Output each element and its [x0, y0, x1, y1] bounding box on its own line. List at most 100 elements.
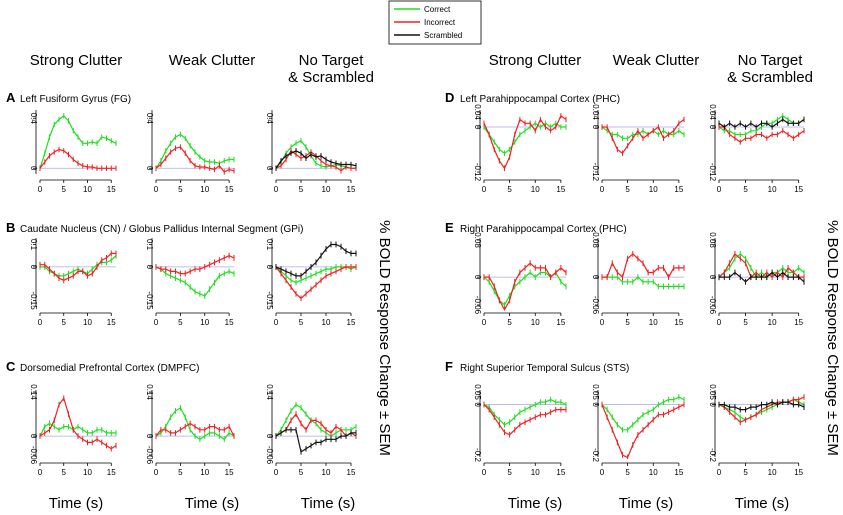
y-tick-label: 0.14 — [29, 384, 38, 400]
series-incorrect — [601, 116, 685, 156]
panel-title: Left Parahippocampal Cortex (PHC) — [460, 94, 620, 105]
y-tick-label: 0.08 — [591, 232, 600, 248]
y-tick-label: 0 — [145, 434, 154, 439]
series-incorrect — [483, 401, 567, 438]
x-tick-label: 10 — [322, 185, 331, 194]
y-tick-label: -0.06 — [473, 296, 482, 315]
x-tick-label: 5 — [743, 318, 748, 327]
x-tick-label: 0 — [482, 468, 487, 477]
series-scrambled — [718, 399, 805, 413]
y-tick-label: 0.05 — [473, 384, 482, 400]
x-tick-label: 10 — [83, 318, 92, 327]
y-tick-label: 0.04 — [708, 104, 717, 120]
x-tick-label: 10 — [83, 185, 92, 194]
x-tick-label: 5 — [62, 468, 67, 477]
series-correct — [155, 404, 235, 443]
plot-panel: 0.080-0.060 5 10 15 — [591, 232, 685, 327]
x-tick-label: 5 — [299, 318, 304, 327]
panel-letter: B — [6, 220, 15, 235]
plot-panel: 0.040-0.120 5 10 15 — [473, 104, 567, 194]
x-tick-label: 5 — [299, 185, 304, 194]
col-header-weak-right: Weak Clutter — [613, 52, 699, 69]
chart-panels: A Left Fusiform Gyrus (FG)00.40 5 10 1500.40… — [6, 90, 805, 477]
plot-panel: 0.050-0.20 5 10 15 — [473, 384, 567, 477]
series-line — [39, 114, 117, 169]
x-tick-label: 5 — [62, 185, 67, 194]
y-tick-label: 0.04 — [591, 104, 600, 120]
x-tick-label: 15 — [347, 185, 356, 194]
x-tick-label: 10 — [531, 185, 540, 194]
x-tick-label: 15 — [674, 185, 683, 194]
x-tick-label: 10 — [768, 468, 777, 477]
series-correct — [39, 252, 117, 279]
x-axis-label: Time (s) — [185, 495, 239, 512]
x-tick-label: 5 — [507, 318, 512, 327]
y-tick-label: 0.08 — [708, 232, 717, 248]
y-tick-label: 0 — [29, 265, 38, 270]
series-incorrect — [718, 394, 805, 426]
x-tick-label: 10 — [83, 468, 92, 477]
x-tick-label: 10 — [531, 468, 540, 477]
x-tick-label: 15 — [674, 468, 683, 477]
series-scrambled — [275, 241, 357, 279]
x-tick-label: 5 — [507, 468, 512, 477]
panel-letter: A — [6, 90, 16, 105]
x-tick-label: 5 — [178, 468, 183, 477]
panel-letter: D — [445, 90, 454, 105]
y-tick-label: 0.04 — [473, 104, 482, 120]
x-axis-label: Time (s) — [619, 495, 673, 512]
y-tick-label: -0.06 — [29, 446, 38, 465]
panel-title: Right Superior Temporal Sulcus (STS) — [460, 363, 629, 374]
y-tick-label: -0.06 — [265, 446, 274, 465]
col-header-scrambled-left: & Scrambled — [288, 69, 374, 86]
plot-panel: 0.140-0.060 5 10 15 — [145, 384, 235, 477]
x-tick-label: 10 — [531, 318, 540, 327]
y-tick-label: 0.4 — [29, 113, 38, 125]
series-scrambled — [275, 426, 357, 455]
x-tick-label: 15 — [225, 185, 234, 194]
x-tick-label: 0 — [154, 318, 159, 327]
series-correct — [483, 269, 567, 308]
region-row-b: B Caudate Nucleus (CN) / Globus Pallidus … — [6, 220, 357, 327]
y-tick-label: 0.4 — [145, 113, 154, 125]
plot-panel: 0.10-0.150 5 10 15 — [145, 238, 235, 327]
plot-panel: 0 0.4 0 5 10 15 — [265, 110, 357, 194]
x-tick-label: 15 — [107, 185, 116, 194]
x-tick-label: 0 — [38, 318, 43, 327]
series-correct — [601, 274, 685, 290]
y-tick-label: 0 — [473, 402, 482, 407]
y-tick-label: 0.08 — [473, 232, 482, 248]
x-tick-label: 5 — [507, 185, 512, 194]
plot-panel: 0.10-0.150 5 10 15 — [29, 238, 117, 327]
x-tick-label: 15 — [347, 468, 356, 477]
series-incorrect — [601, 251, 685, 281]
x-tick-label: 5 — [178, 318, 183, 327]
x-tick-label: 0 — [274, 185, 279, 194]
x-tick-label: 15 — [225, 468, 234, 477]
x-tick-label: 5 — [62, 318, 67, 327]
region-row-a: A Left Fusiform Gyrus (FG)00.40 5 10 1500.40… — [6, 90, 357, 194]
x-tick-label: 15 — [794, 468, 803, 477]
x-axis-label: Time (s) — [735, 495, 789, 512]
y-tick-label: -0.15 — [145, 291, 154, 310]
series-incorrect — [39, 250, 117, 284]
col-header-notarget-right: No Target — [738, 52, 804, 69]
x-tick-label: 0 — [600, 468, 605, 477]
x-tick-label: 0 — [38, 185, 43, 194]
y-tick-label: 0 — [29, 434, 38, 439]
col-header-weak-left: Weak Clutter — [169, 52, 255, 69]
col-header-notarget-left: No Target — [299, 52, 365, 69]
x-axis-label: Time (s) — [508, 495, 562, 512]
y-tick-label: 0 — [145, 166, 154, 171]
series-incorrect — [155, 420, 235, 439]
x-tick-label: 0 — [600, 185, 605, 194]
x-tick-label: 0 — [717, 318, 722, 327]
y-tick-label: -0.2 — [591, 448, 600, 462]
series-correct — [483, 396, 567, 428]
x-tick-label: 0 — [274, 468, 279, 477]
y-tick-label: -0.06 — [708, 296, 717, 315]
x-tick-label: 10 — [649, 318, 658, 327]
series-correct — [39, 420, 117, 439]
x-tick-label: 15 — [107, 468, 116, 477]
